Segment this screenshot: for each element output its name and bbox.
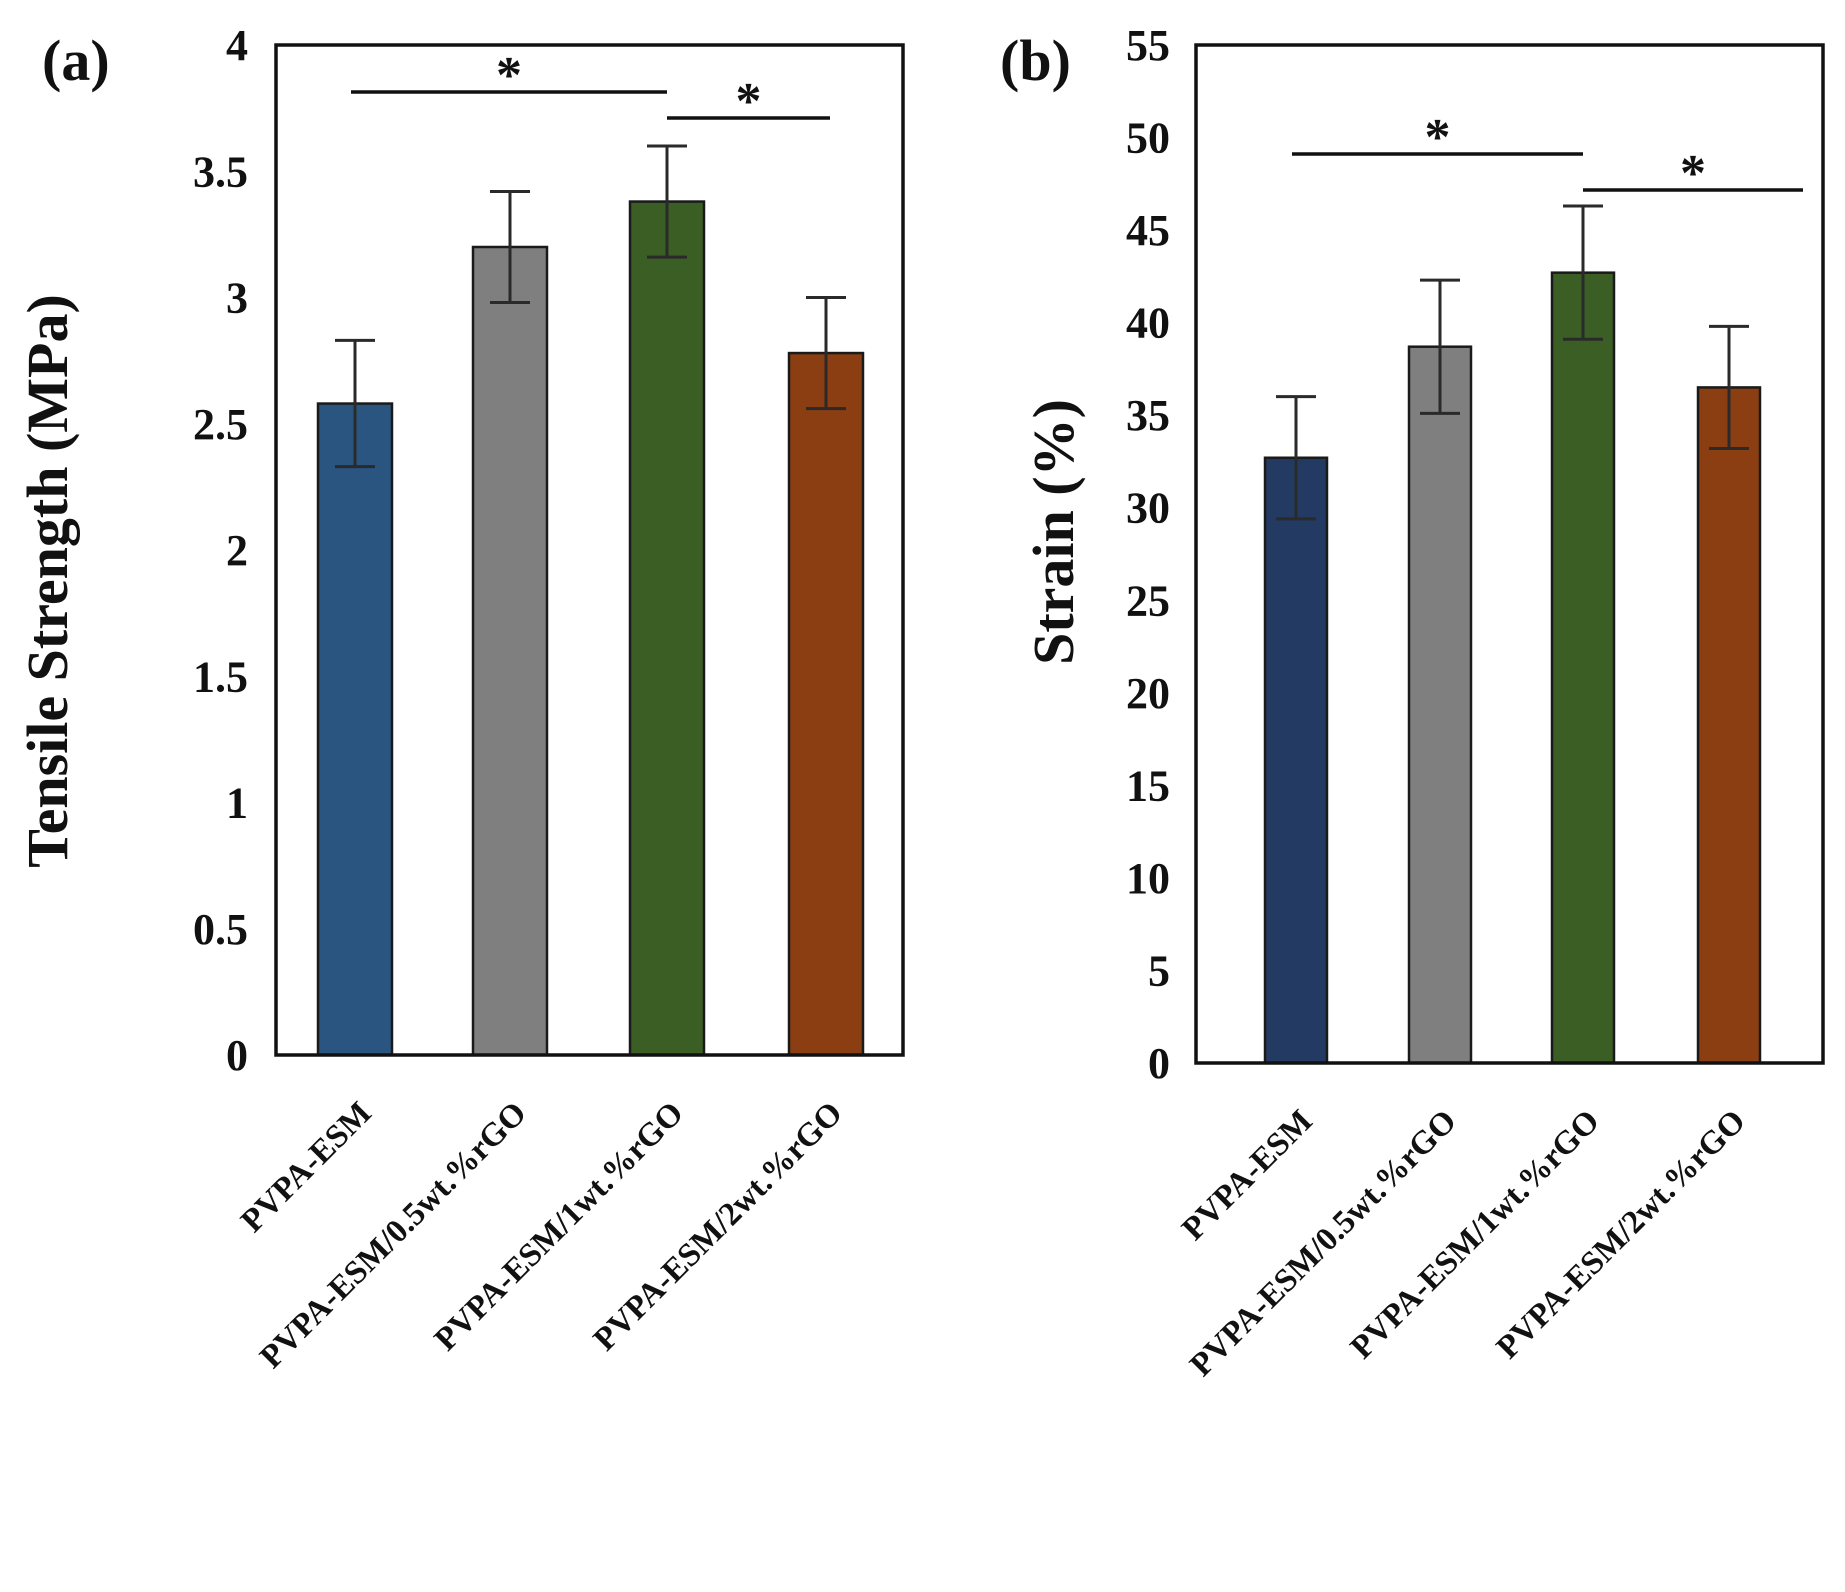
category-labels-a: PVPA-ESMPVPA-ESM/0.5wt.%rGOPVPA-ESM/1wt.… [234, 1095, 849, 1375]
y-tick-label: 0.5 [193, 905, 248, 954]
error-bars-a [335, 144, 846, 469]
bar [1550, 271, 1616, 1065]
plot-frame-b [1194, 43, 1825, 1065]
significance-star: * [736, 73, 762, 130]
y-tick-label: 20 [1126, 669, 1170, 718]
y-tick-label: 2 [226, 526, 248, 575]
y-tick-label: 55 [1126, 21, 1170, 70]
error-bar [1563, 204, 1603, 341]
y-tick-label: 1 [226, 779, 248, 828]
y-tick-label: 25 [1126, 576, 1170, 625]
panel-label-a: (a) [42, 28, 110, 93]
y-tick-label: 1.5 [193, 652, 248, 701]
error-bar [490, 189, 530, 305]
category-label: PVPA-ESM [234, 1095, 378, 1239]
y-tick-label: 3 [226, 274, 248, 323]
significance-star: * [496, 47, 522, 104]
panel-label-b: (b) [1000, 28, 1071, 93]
bar [787, 351, 865, 1057]
error-bar [335, 338, 375, 469]
significance-star: * [1425, 109, 1451, 166]
y-ticks-b: 0 5 10 15 20 25 30 35 40 45 50 55 [1126, 21, 1170, 1088]
category-label: PVPA-ESM/0.5wt.%rGO [253, 1095, 533, 1375]
y-tick-label: 0 [226, 1031, 248, 1080]
y-tick-label: 40 [1126, 299, 1170, 348]
y-axis-title-b: Strain (%) [1021, 399, 1086, 665]
y-axis-title-a: Tensile Strength (MPa) [15, 294, 80, 868]
bar [316, 402, 394, 1057]
y-ticks-a: 0 0.5 1 1.5 2 2.5 3 3.5 4 [193, 21, 248, 1080]
category-label: PVPA-ESM [1175, 1103, 1319, 1247]
error-bar [1420, 278, 1460, 415]
y-tick-label: 30 [1126, 484, 1170, 533]
category-label: PVPA-ESM/0.5wt.%rGO [1183, 1103, 1463, 1383]
y-tick-label: 10 [1126, 854, 1170, 903]
error-bar [647, 144, 687, 259]
bar [471, 245, 549, 1057]
error-bar [806, 296, 846, 411]
bars-b [1263, 271, 1762, 1065]
category-label: PVPA-ESM/2wt.%rGO [1490, 1103, 1753, 1366]
plot-frame-a [274, 43, 905, 1057]
significance-b: ** [1292, 109, 1803, 202]
y-tick-label: 4 [226, 21, 248, 70]
y-tick-label: 45 [1126, 206, 1170, 255]
y-tick-label: 35 [1126, 391, 1170, 440]
category-labels-b: PVPA-ESMPVPA-ESM/0.5wt.%rGOPVPA-ESM/1wt.… [1175, 1103, 1752, 1383]
y-tick-label: 0 [1148, 1039, 1170, 1088]
bar [1407, 345, 1473, 1065]
error-bar [1276, 395, 1316, 521]
y-tick-label: 15 [1126, 761, 1170, 810]
bar [1696, 386, 1762, 1065]
bar [628, 200, 706, 1057]
error-bar [1709, 324, 1749, 450]
y-tick-label: 50 [1126, 114, 1170, 163]
y-tick-label: 5 [1148, 946, 1170, 995]
chart-panel-a: (a) Tensile Strength (MPa) 0 0.5 1 1.5 2 2.5 3… [15, 21, 905, 1376]
bar [1263, 456, 1329, 1065]
y-tick-label: 2.5 [193, 400, 248, 449]
significance-star: * [1680, 145, 1706, 202]
bars-a [316, 200, 865, 1057]
error-bars-b [1276, 204, 1749, 521]
category-label: PVPA-ESM/1wt.%rGO [1344, 1103, 1607, 1366]
significance-a: * * [351, 47, 830, 130]
y-tick-label: 3.5 [193, 147, 248, 196]
